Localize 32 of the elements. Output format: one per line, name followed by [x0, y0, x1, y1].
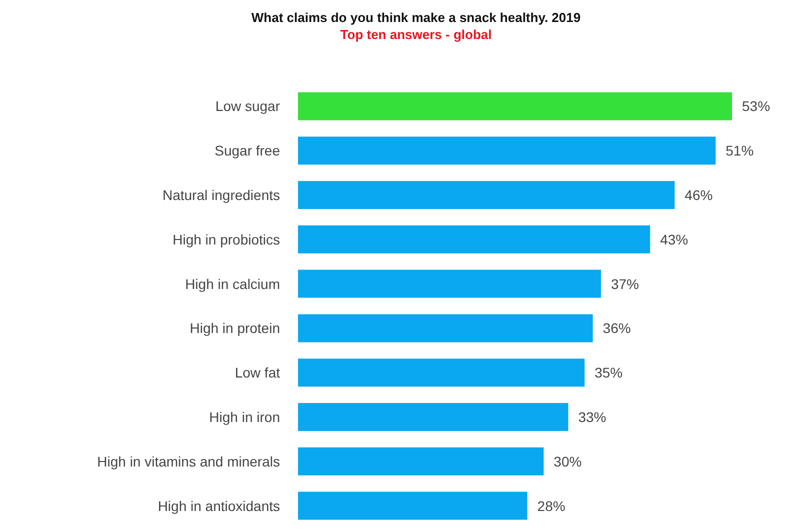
y-tick-label: Sugar free	[214, 142, 280, 159]
y-tick-label: High in probiotics	[172, 231, 280, 248]
bar	[298, 181, 675, 209]
data-label: 46%	[684, 187, 713, 203]
y-tick-label: High in calcium	[185, 276, 280, 292]
y-tick-label: Low fat	[234, 364, 280, 381]
chart-title: What claims do you think make a snack healthy. 2019	[251, 10, 581, 25]
y-tick-label: Natural ingredients	[162, 187, 280, 203]
bar	[298, 314, 593, 342]
data-label: 33%	[578, 409, 606, 425]
y-tick-label: High in iron	[209, 409, 280, 425]
y-tick-label: Low sugar	[215, 98, 280, 114]
y-tick-label: High in antioxidants	[158, 498, 280, 514]
y-tick-label: High in vitamins and minerals	[97, 453, 280, 470]
data-label: 37%	[610, 276, 640, 292]
bar	[298, 270, 601, 298]
bar	[298, 447, 544, 476]
bar	[298, 403, 568, 431]
bar	[298, 92, 732, 120]
y-tick-label: High in protein	[190, 320, 280, 336]
bar	[298, 136, 716, 165]
data-label: 35%	[594, 364, 623, 381]
bar	[298, 225, 650, 254]
data-label: 28%	[537, 498, 566, 514]
data-label: 51%	[726, 142, 754, 159]
bar	[298, 358, 585, 387]
data-label: 36%	[602, 320, 631, 336]
data-label: 43%	[660, 231, 688, 248]
data-label: 30%	[554, 453, 582, 470]
bar	[298, 492, 528, 520]
chart-subtitle: Top ten answers - global	[340, 27, 492, 42]
data-label: 53%	[742, 98, 770, 114]
